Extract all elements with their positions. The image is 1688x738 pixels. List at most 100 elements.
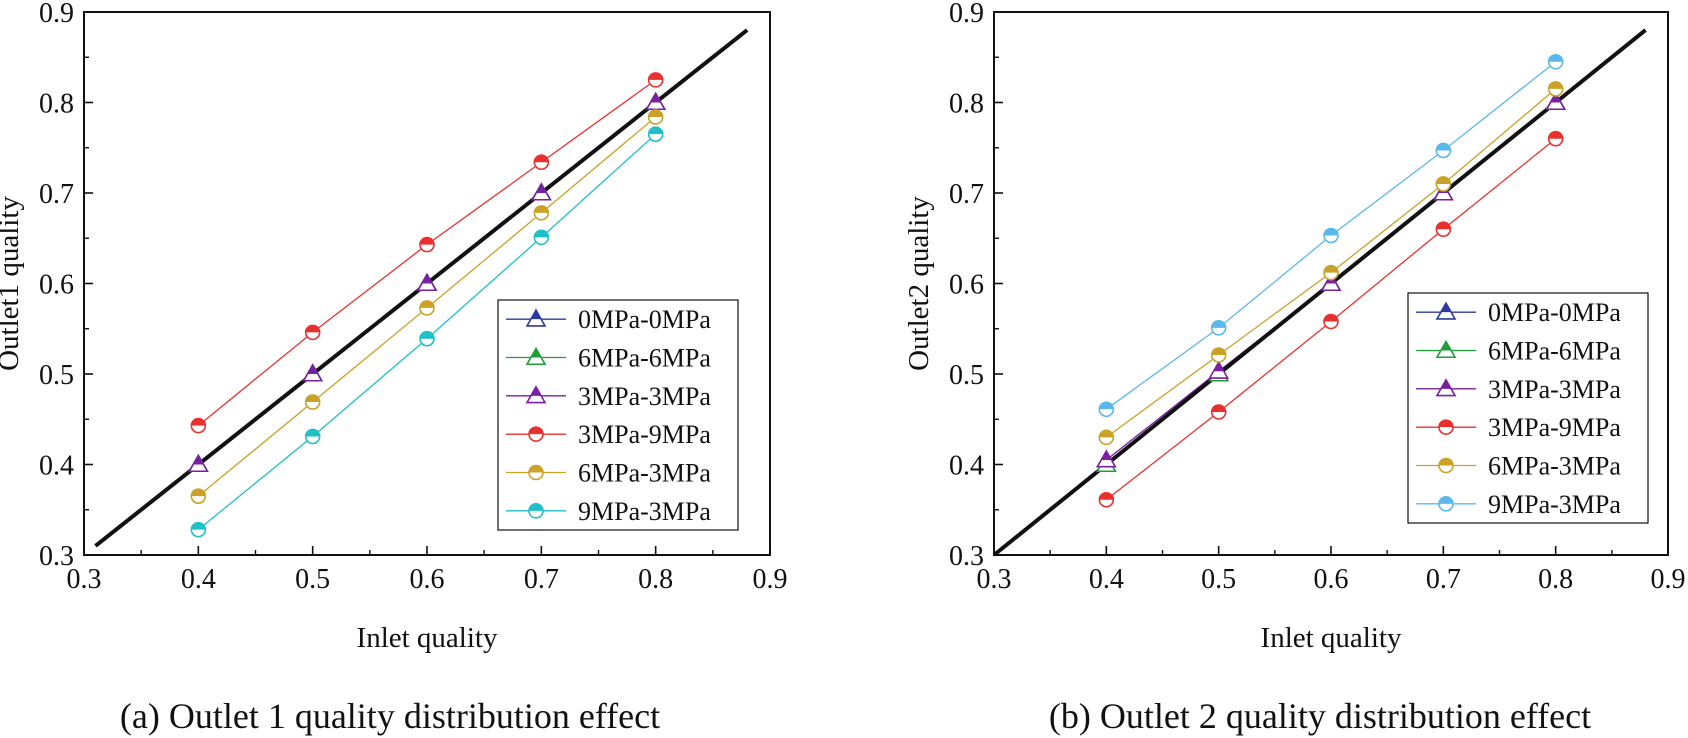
data-point-9MPa-3MPa-fill <box>420 331 434 339</box>
legend-marker-3MPa-3MPa-fill <box>531 386 541 396</box>
data-point-6MPa-3MPa-fill <box>1324 265 1338 273</box>
legend-marker-3MPa-9MPa-fill <box>1439 420 1453 428</box>
data-point-3MPa-3MPa-fill <box>193 455 203 465</box>
data-point-6MPa-3MPa-fill <box>534 205 549 213</box>
y-tick-label: 0.7 <box>949 179 984 210</box>
y-tick-label: 0.9 <box>949 0 984 29</box>
data-point-9MPa-3MPa-fill <box>305 429 320 437</box>
data-point-3MPa-9MPa-fill <box>191 418 206 426</box>
chart-panel-a: 0.3 0.4 0.5 0.6 0.7 0.8 0.9 0.3 0.4 0.5 0.6 0.7 0.8 0… <box>0 0 788 736</box>
data-point-9MPa-3MPa-fill <box>1211 320 1226 328</box>
data-point-6MPa-3MPa-fill <box>305 395 320 403</box>
y-tick-label: 0.5 <box>39 360 74 391</box>
x-tick-label: 0.9 <box>753 564 788 595</box>
y-tick-label: 0.5 <box>949 360 984 391</box>
x-tick-label: 0.7 <box>1426 564 1461 595</box>
x-tick-label: 0.3 <box>977 564 1012 595</box>
y-axis-title: Outlet1 quality <box>0 196 25 371</box>
data-point-6MPa-3MPa-fill <box>420 300 434 308</box>
data-point-3MPa-9MPa-fill <box>1436 222 1451 230</box>
legend-label: 6MPa-3MPa <box>578 459 711 488</box>
x-tick-label: 0.6 <box>1314 564 1349 595</box>
y-tick-label: 0.3 <box>949 541 984 572</box>
data-point-3MPa-9MPa-fill <box>1324 314 1338 322</box>
data-point-3MPa-3MPa-fill <box>308 365 318 374</box>
legend-label: 9MPa-3MPa <box>578 497 711 526</box>
data-point-6MPa-3MPa-fill <box>1436 176 1451 184</box>
legend-label: 3MPa-3MPa <box>1488 375 1621 404</box>
legend-label: 9MPa-3MPa <box>1488 490 1621 519</box>
data-point-3MPa-9MPa-fill <box>534 155 549 163</box>
legend-box <box>497 299 739 531</box>
legend-label: 3MPa-3MPa <box>578 382 711 411</box>
data-point-3MPa-9MPa-fill <box>305 325 320 333</box>
data-point-3MPa-3MPa-fill <box>1214 362 1224 372</box>
y-axis-title: Outlet2 quality <box>903 196 935 371</box>
data-point-6MPa-3MPa-fill <box>648 109 663 117</box>
x-axis-title: Inlet quality <box>357 622 498 654</box>
legend-label: 0MPa-0MPa <box>578 305 711 334</box>
legend: 0MPa-0MPa 6MPa-6MPa 3MPa-3MPa 3MPa-9MPa 6MPa… <box>1407 292 1649 524</box>
data-point-3MPa-9MPa-fill <box>420 237 434 245</box>
data-point-9MPa-3MPa-fill <box>1436 143 1451 151</box>
data-point-3MPa-3MPa-fill <box>651 93 661 103</box>
legend-marker-6MPa-6MPa-fill <box>531 348 541 358</box>
data-point-9MPa-3MPa-fill <box>191 522 206 530</box>
legend-label: 6MPa-6MPa <box>1488 337 1621 366</box>
figure-caption: (b) Outlet 2 quality distribution effect <box>1049 696 1591 736</box>
x-tick-label: 0.9 <box>1651 564 1686 595</box>
y-tick-label: 0.4 <box>39 451 74 482</box>
data-point-3MPa-9MPa-fill <box>1548 131 1563 139</box>
data-point-9MPa-3MPa-fill <box>648 127 663 135</box>
legend: 0MPa-0MPa 6MPa-6MPa 3MPa-3MPa 3MPa-9MPa 6MPa… <box>497 299 739 531</box>
data-point-3MPa-3MPa-fill <box>1551 93 1561 103</box>
x-tick-label: 0.6 <box>410 564 445 595</box>
x-tick-label: 0.7 <box>524 564 559 595</box>
data-point-9MPa-3MPa-fill <box>534 230 549 238</box>
data-point-3MPa-3MPa-fill <box>536 184 546 193</box>
data-point-3MPa-3MPa-fill <box>422 274 432 284</box>
legend-label: 3MPa-9MPa <box>578 420 711 449</box>
data-point-6MPa-3MPa-fill <box>1099 430 1114 438</box>
legend-label: 3MPa-9MPa <box>1488 413 1621 442</box>
data-point-6MPa-3MPa-fill <box>1211 347 1226 355</box>
data-point-6MPa-3MPa-fill <box>1548 81 1563 89</box>
legend-marker-3MPa-3MPa-fill <box>1441 379 1451 389</box>
data-point-6MPa-3MPa-fill <box>191 489 206 497</box>
legend-marker-0MPa-0MPa-fill <box>1441 303 1451 313</box>
x-axis-title: Inlet quality <box>1261 622 1402 654</box>
legend-marker-6MPa-6MPa-fill <box>1441 341 1451 351</box>
x-tick-label: 0.5 <box>295 564 330 595</box>
y-tick-label: 0.9 <box>39 0 74 29</box>
y-tick-label: 0.8 <box>39 89 74 120</box>
chart-panel-b: 0.3 0.4 0.5 0.6 0.7 0.8 0.9 0.3 0.4 0.5 0.6 0.7 0.8 0… <box>903 0 1686 736</box>
y-tick-label: 0.6 <box>39 270 74 301</box>
data-point-3MPa-9MPa-fill <box>1211 405 1226 413</box>
data-point-9MPa-3MPa-fill <box>1324 228 1338 236</box>
legend-marker-0MPa-0MPa-fill <box>531 310 541 320</box>
x-tick-label: 0.4 <box>181 564 216 595</box>
x-tick-label: 0.5 <box>1201 564 1236 595</box>
legend-marker-3MPa-9MPa-fill <box>529 427 543 435</box>
legend-box <box>1407 292 1649 524</box>
legend-label: 6MPa-6MPa <box>578 344 711 373</box>
y-tick-label: 0.7 <box>39 179 74 210</box>
legend-label: 6MPa-3MPa <box>1488 452 1621 481</box>
data-point-3MPa-9MPa-fill <box>648 72 663 80</box>
data-point-9MPa-3MPa-fill <box>1099 402 1114 410</box>
figure-caption: (a) Outlet 1 quality distribution effect <box>120 696 660 736</box>
y-tick-label: 0.4 <box>949 451 984 482</box>
legend-marker-6MPa-3MPa-fill <box>529 465 543 473</box>
legend-marker-9MPa-3MPa-fill <box>1439 496 1453 504</box>
x-tick-label: 0.8 <box>638 564 673 595</box>
data-point-9MPa-3MPa-fill <box>1548 54 1563 62</box>
x-tick-label: 0.8 <box>1538 564 1573 595</box>
y-tick-label: 0.3 <box>39 541 74 572</box>
legend-marker-6MPa-3MPa-fill <box>1439 458 1453 466</box>
x-tick-label: 0.3 <box>67 564 102 595</box>
y-tick-label: 0.8 <box>949 89 984 120</box>
data-point-3MPa-3MPa-fill <box>1101 450 1111 460</box>
y-tick-label: 0.6 <box>949 270 984 301</box>
legend-label: 0MPa-0MPa <box>1488 298 1621 327</box>
